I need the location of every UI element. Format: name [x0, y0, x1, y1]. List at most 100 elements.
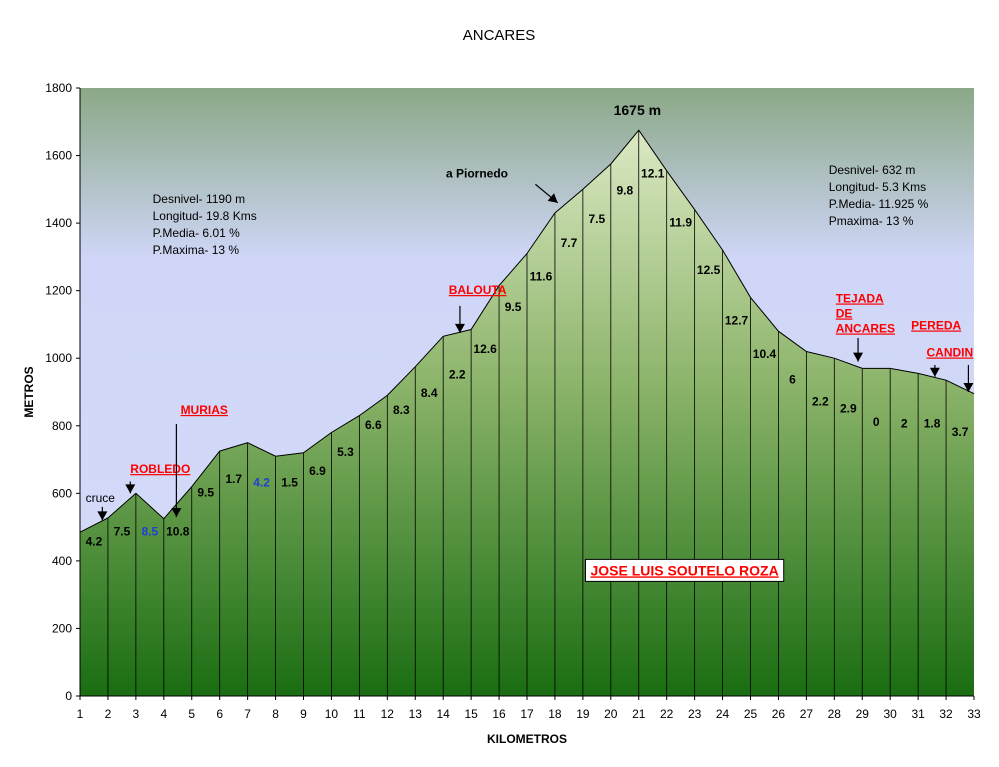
gradient-label: 7.5 — [114, 525, 131, 539]
x-tick-label: 3 — [133, 707, 140, 721]
place-tejada-de-ancares-arrow-head — [853, 352, 864, 362]
gradient-label: 10.4 — [753, 347, 777, 361]
place-label-pereda: PEREDA — [911, 319, 961, 333]
chart-title: ANCARES — [463, 27, 536, 44]
note-cruce-arrow-head — [97, 511, 108, 521]
x-tick-label: 21 — [632, 707, 646, 721]
y-tick-label: 200 — [52, 621, 72, 635]
gradient-label: 9.5 — [505, 300, 522, 314]
gradient-label: 6 — [789, 373, 796, 387]
place-balouta-arrow-head — [454, 323, 465, 333]
place-label-balouta: BALOUTA — [449, 283, 507, 297]
gradient-label: 11.9 — [669, 215, 692, 229]
gradient-label: 1.7 — [225, 472, 242, 486]
x-tick-label: 12 — [381, 707, 395, 721]
note-a-piornedo: a Piornedo — [446, 167, 508, 181]
y-tick-label: 1800 — [45, 81, 72, 95]
x-tick-label: 31 — [911, 707, 925, 721]
peak-label: 1675 m — [614, 102, 661, 118]
x-tick-label: 24 — [716, 707, 730, 721]
x-tick-label: 16 — [492, 707, 506, 721]
place-murias-arrow-head — [171, 507, 182, 517]
gradient-label: 1.5 — [281, 476, 298, 490]
x-axis-ticks: 1 2 3 4 5 6 7 8 9 10 11 12 13 14 15 16 17 18 19 20 21 22 23 24 2… — [77, 696, 981, 721]
gradient-label: 12.7 — [725, 313, 749, 327]
stats-left-line: P.Maxima- 13 % — [153, 243, 240, 257]
x-tick-label: 28 — [828, 707, 842, 721]
x-tick-label: 33 — [967, 707, 981, 721]
author-label: JOSE LUIS SOUTELO ROZA — [590, 562, 778, 578]
elevation-line — [79, 129, 975, 533]
x-tick-label: 19 — [576, 707, 590, 721]
x-tick-label: 13 — [409, 707, 423, 721]
x-tick-label: 17 — [520, 707, 534, 721]
stats-left-line: Desnivel- 1190 m — [153, 192, 245, 206]
gradient-label: 4.2 — [86, 535, 103, 549]
x-tick-label: 11 — [353, 707, 366, 721]
gradient-label: 12.5 — [697, 263, 721, 277]
y-tick-label: 0 — [65, 689, 72, 703]
stats-right-line: Longitud- 5.3 Kms — [829, 180, 926, 194]
elevation-outline — [79, 129, 975, 533]
y-axis-ticks: 0 200 400 600 800 1000 1200 1400 1600 1800 — [45, 81, 80, 703]
gradient-label: 10.8 — [166, 525, 190, 539]
x-tick-label: 32 — [939, 707, 953, 721]
stats-left-line: P.Media- 6.01 % — [153, 226, 240, 240]
x-tick-label: 14 — [437, 707, 451, 721]
x-tick-label: 7 — [244, 707, 251, 721]
x-tick-label: 30 — [884, 707, 898, 721]
y-tick-label: 800 — [52, 419, 72, 433]
author-box — [584, 558, 785, 582]
gradient-label: 11.6 — [530, 270, 553, 284]
x-tick-label: 9 — [300, 707, 307, 721]
place-label-robledo: ROBLEDO — [130, 462, 190, 476]
y-tick-label: 1400 — [45, 216, 72, 230]
gradient-label: 2.9 — [840, 401, 857, 415]
gradient-label: 6.6 — [365, 418, 382, 432]
x-tick-label: 6 — [216, 707, 223, 721]
km-dividers — [107, 130, 947, 696]
place-label-candin: CANDIN — [927, 346, 974, 360]
x-tick-label: 15 — [464, 707, 478, 721]
y-tick-label: 600 — [52, 486, 72, 500]
gradient-label: 8.3 — [393, 403, 410, 417]
gradient-label: 2 — [901, 416, 908, 430]
gradient-label: 9.8 — [616, 183, 633, 197]
place-label-tejada-de-ancares: ANCARES — [836, 321, 895, 335]
y-tick-label: 1600 — [45, 149, 72, 163]
gradient-label: 8.4 — [421, 386, 438, 400]
place-label-tejada-de-ancares: TEJADA — [836, 291, 884, 305]
x-tick-label: 25 — [744, 707, 758, 721]
x-tick-label: 18 — [548, 707, 562, 721]
gradient-label: 3.7 — [952, 425, 969, 439]
x-tick-label: 20 — [604, 707, 618, 721]
x-tick-label: 10 — [325, 707, 339, 721]
gradient-label: 7.7 — [561, 236, 578, 250]
gradient-label: 12.1 — [641, 167, 665, 181]
note-cruce: cruce — [86, 491, 116, 505]
place-robledo-arrow-head — [125, 484, 136, 494]
x-tick-label: 8 — [272, 707, 279, 721]
x-tick-label: 23 — [688, 707, 702, 721]
gradient-labels: 4.2 7.5 8.5 10.8 9.5 1.7 4.2 1.5 6.9 5.3 6.6 8.3 8.4… — [86, 167, 969, 549]
y-axis-label: METROS — [22, 366, 36, 417]
place-pereda-arrow-head — [929, 367, 940, 377]
gradient-label: 6.9 — [309, 464, 326, 478]
place-label-tejada-de-ancares: DE — [836, 306, 853, 320]
gradient-label: 0 — [873, 415, 880, 429]
place-candin-arrow-head — [963, 383, 974, 392]
x-tick-label: 26 — [772, 707, 786, 721]
x-tick-label: 2 — [105, 707, 112, 721]
note-a-piornedo-arrow-head — [547, 193, 558, 203]
gradient-label: 2.2 — [449, 367, 466, 381]
gradient-label: 7.5 — [589, 212, 606, 226]
stats-right-line: Desnivel- 632 m — [829, 163, 916, 177]
gradient-label: 1.8 — [924, 416, 941, 430]
gradient-label: 2.2 — [812, 395, 829, 409]
y-tick-label: 400 — [52, 554, 72, 568]
gradient-label: 9.5 — [197, 486, 214, 500]
stats-right-line: Pmaxima- 13 % — [829, 214, 914, 228]
x-tick-label: 1 — [77, 707, 84, 721]
